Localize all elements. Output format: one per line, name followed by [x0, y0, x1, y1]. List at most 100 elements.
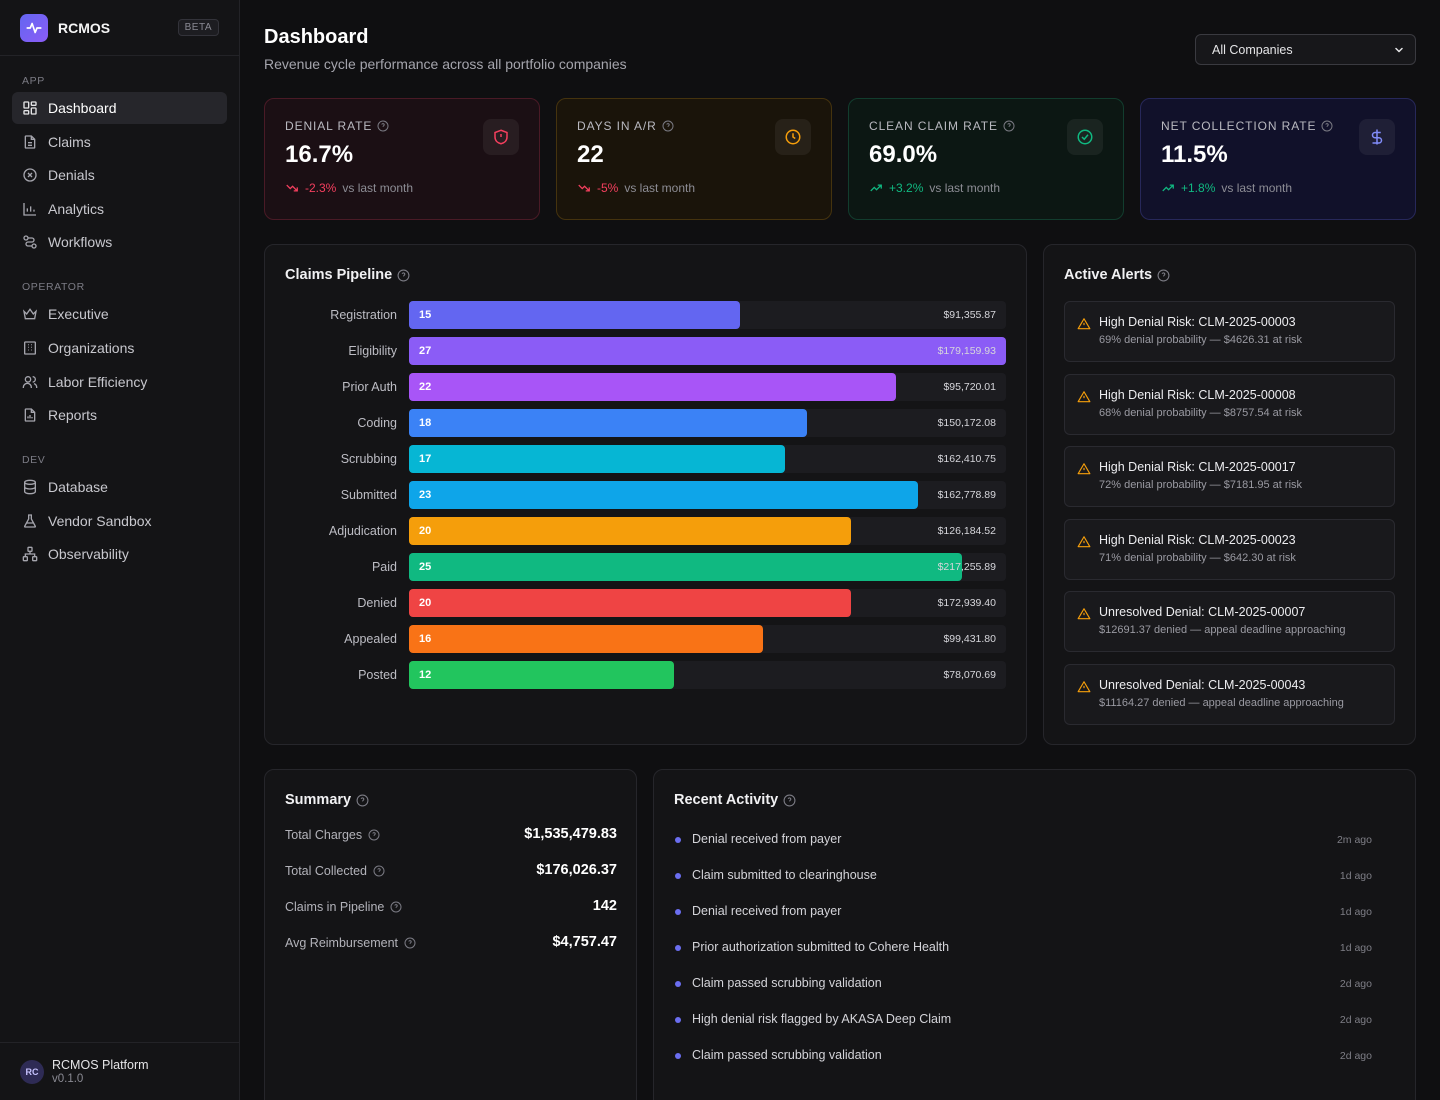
kpi-value: 22 — [577, 141, 604, 168]
pipeline-row[interactable]: Posted 12 $78,070.69 — [285, 661, 1007, 689]
help-icon[interactable] — [390, 901, 402, 913]
activity-time: 2d ago — [1339, 1050, 1372, 1062]
alert-title: High Denial Risk: CLM-2025-00017 — [1099, 460, 1296, 475]
pipeline-row[interactable]: Registration 15 $91,355.87 — [285, 301, 1007, 329]
sidebar-item-reports[interactable]: Reports — [12, 399, 227, 431]
pipeline-row[interactable]: Denied 20 $172,939.40 — [285, 589, 1007, 617]
alert-item[interactable]: High Denial Risk: CLM-2025-00003 69% deni… — [1064, 301, 1395, 362]
activity-text: Claim passed scrubbing validation — [692, 976, 882, 990]
help-icon[interactable] — [368, 829, 380, 841]
pipeline-row[interactable]: Paid 25 $217,255.89 — [285, 553, 1007, 581]
help-icon[interactable] — [1003, 120, 1015, 132]
sidebar-item-denials[interactable]: Denials — [12, 159, 227, 191]
network-icon — [22, 547, 38, 562]
recent-activity-card: Recent Activity Denial received from pay… — [653, 769, 1416, 1100]
page-title: Dashboard — [264, 26, 369, 48]
sidebar-item-label: Dashboard — [48, 100, 117, 116]
activity-item[interactable]: Prior authorization submitted to Cohere … — [674, 938, 1372, 958]
pipeline-bar — [409, 661, 675, 689]
sidebar-footer[interactable]: RC RCMOS Platform v0.1.0 — [0, 1042, 240, 1100]
summary-label: Claims in Pipeline — [285, 900, 402, 914]
sidebar-item-analytics[interactable]: Analytics — [12, 193, 227, 225]
alert-item[interactable]: High Denial Risk: CLM-2025-00023 71% deni… — [1064, 518, 1395, 580]
workflow-icon — [23, 235, 37, 250]
activity-item[interactable]: Denial received from payer 2m ago — [674, 830, 1372, 850]
sidebar: RCMOS BETA APP Dashboard Claims Denials … — [0, 0, 240, 1100]
page-subtitle: Revenue cycle performance across all por… — [264, 56, 627, 72]
activity-time: 2d ago — [1339, 1014, 1372, 1026]
activity-item[interactable]: High denial risk flagged by AKASA Deep C… — [674, 1010, 1372, 1030]
trending-up-icon — [1162, 184, 1174, 192]
sidebar-item-label: Labor Efficiency — [48, 373, 148, 390]
activity-item[interactable]: Claim passed scrubbing validation 2d ago — [674, 1046, 1372, 1066]
sidebar-item-database[interactable]: Database — [12, 471, 227, 503]
pipeline-amount: $91,355.87 — [943, 309, 996, 321]
alert-item[interactable]: High Denial Risk: CLM-2025-00017 72% deni… — [1064, 446, 1395, 508]
pipeline-row[interactable]: Prior Auth 22 $95,720.01 — [285, 373, 1007, 401]
sidebar-item-observability[interactable]: Observability — [12, 538, 227, 570]
pipeline-row[interactable]: Scrubbing 17 $162,410.75 — [285, 445, 1007, 473]
help-icon[interactable] — [1157, 269, 1170, 282]
activity-dot — [675, 1053, 681, 1059]
pipeline-bar — [409, 373, 896, 401]
chevron-down-icon — [1395, 47, 1403, 52]
pipeline-count: 27 — [419, 345, 432, 357]
help-icon[interactable] — [1321, 120, 1333, 132]
platform-info: RCMOS Platform v0.1.0 — [52, 1058, 149, 1085]
pipeline-amount: $78,070.69 — [943, 669, 996, 681]
alert-item[interactable]: High Denial Risk: CLM-2025-00008 68% deni… — [1064, 373, 1395, 435]
pipeline-amount: $179,159.93 — [937, 345, 996, 357]
kpi-delta: -5% vs last month — [577, 181, 811, 195]
pipeline-row[interactable]: Appealed 16 $99,431.80 — [285, 625, 1007, 653]
pipeline-bar — [409, 481, 918, 509]
sidebar-item-workflows[interactable]: Workflows — [12, 226, 227, 258]
activity-dot — [675, 981, 681, 987]
sidebar-item-claims[interactable]: Claims — [12, 126, 227, 158]
warning-icon — [1077, 608, 1091, 620]
brand-header: RCMOS BETA — [0, 0, 239, 56]
help-icon[interactable] — [783, 794, 796, 807]
pipeline-count: 18 — [419, 417, 432, 429]
sidebar-item-dashboard[interactable]: Dashboard — [12, 92, 227, 124]
claims-pipeline-card: Claims Pipeline Registration 15 $91,355.87… — [264, 244, 1027, 745]
summary-label: Avg Reimbursement — [285, 936, 416, 950]
sidebar-item-organizations[interactable]: Organizations — [12, 332, 227, 364]
pipeline-row[interactable]: Submitted 23 $162,778.89 — [285, 481, 1007, 509]
help-icon[interactable] — [373, 865, 385, 877]
alert-title: High Denial Risk: CLM-2025-00023 — [1099, 532, 1296, 547]
pipeline-row[interactable]: Adjudication 20 $126,184.52 — [285, 517, 1007, 545]
kpi-label: DENIAL RATE — [285, 119, 519, 133]
kpi-delta: +3.2% vs last month — [869, 181, 1103, 195]
help-icon[interactable] — [397, 269, 410, 282]
pipeline-amount: $162,778.89 — [937, 489, 996, 501]
pipeline-bar-track: 25 $217,255.89 — [409, 553, 1006, 581]
pipeline-stage-label: Coding — [357, 416, 397, 430]
sidebar-item-vendor-sandbox[interactable]: Vendor Sandbox — [12, 505, 227, 537]
help-icon[interactable] — [662, 120, 674, 132]
platform-name: RCMOS Platform — [52, 1058, 149, 1072]
help-icon[interactable] — [404, 937, 416, 949]
pipeline-stage-label: Paid — [371, 560, 397, 574]
company-filter-select[interactable]: All Companies — [1195, 34, 1416, 65]
activity-item[interactable]: Claim passed scrubbing validation 2d ago — [674, 974, 1372, 994]
alert-item[interactable]: Unresolved Denial: CLM-2025-00007 $12691.… — [1064, 591, 1395, 653]
activity-item[interactable]: Denial received from payer 1d ago — [674, 902, 1372, 922]
sidebar-item-labor-efficiency[interactable]: Labor Efficiency — [12, 366, 227, 398]
card-title: Claims Pipeline — [285, 267, 410, 283]
pipeline-row[interactable]: Coding 18 $150,172.08 — [285, 409, 1007, 437]
alert-item[interactable]: Unresolved Denial: CLM-2025-00043 $11164.… — [1064, 664, 1395, 725]
kpi-delta-period: vs last month — [342, 181, 414, 195]
activity-item[interactable]: Claim submitted to clearinghouse 1d ago — [674, 866, 1372, 886]
pipeline-bar — [409, 625, 764, 653]
activity-text: Claim passed scrubbing validation — [692, 1048, 882, 1062]
activity-time: 1d ago — [1339, 906, 1372, 918]
pipeline-count: 20 — [419, 525, 432, 537]
activity-dot — [675, 873, 681, 879]
sidebar-item-executive[interactable]: Executive — [12, 298, 227, 330]
pipeline-bar-track: 22 $95,720.01 — [409, 373, 1006, 401]
help-icon[interactable] — [356, 794, 369, 807]
help-icon[interactable] — [377, 120, 389, 132]
summary-row: Total Collected $176,026.37 — [285, 862, 617, 882]
pipeline-row[interactable]: Eligibility 27 $179,159.93 — [285, 337, 1007, 365]
building-icon — [24, 341, 36, 355]
